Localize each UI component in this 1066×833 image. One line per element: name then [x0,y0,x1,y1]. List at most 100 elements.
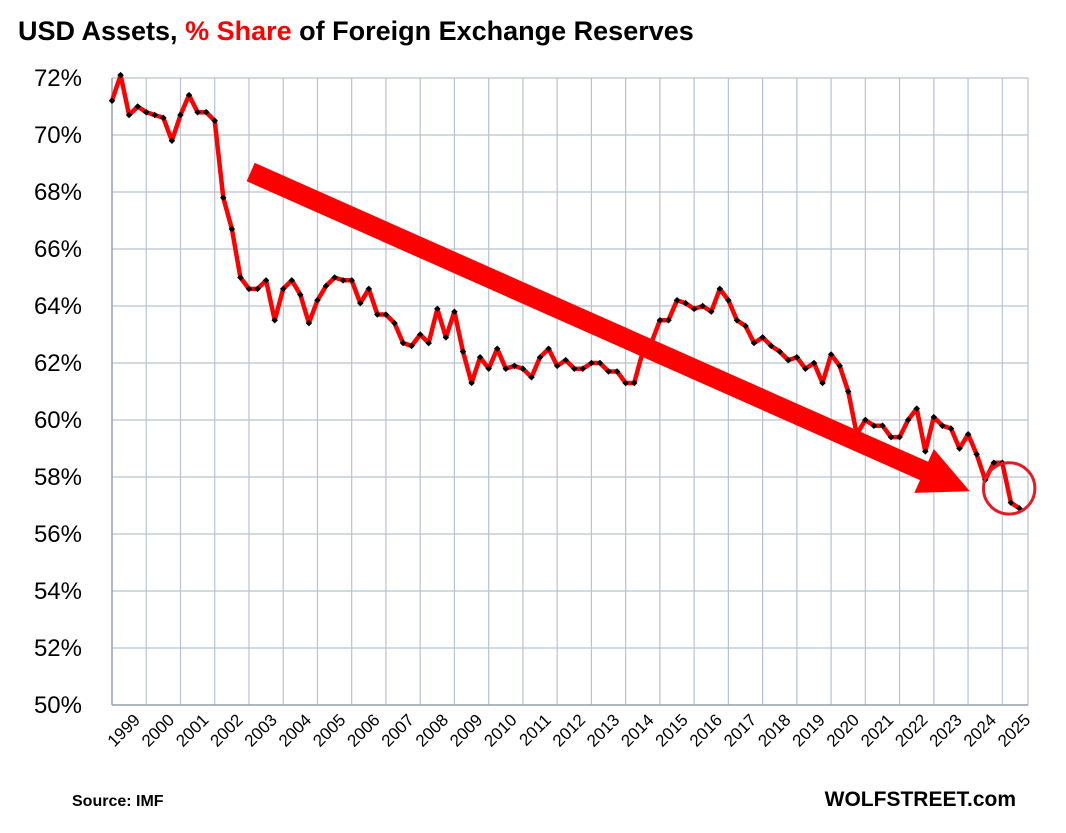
data-point [930,413,938,421]
data-point [365,285,373,293]
x-tick-label: 2010 [480,710,520,750]
data-point [827,351,835,358]
data-point [904,416,912,424]
data-point [254,285,261,293]
data-point [767,342,775,350]
x-tick-label: 2003 [241,710,281,750]
x-tick-label: 2025 [994,710,1034,750]
data-point [622,379,629,387]
data-point [297,291,304,298]
data-point [331,274,338,281]
data-point [382,311,390,318]
data-point [271,316,278,324]
data-point [339,277,347,284]
y-axis-ticks: 50% 52% 54% 56% 58% 60% 62% 64% 66% 68% 70% 72% [34,65,82,719]
y-tick-label: 66% [34,236,82,263]
data-point [442,334,450,341]
x-tick-label: 2000 [138,710,178,750]
data-point [579,365,587,372]
x-tick-label: 2016 [686,710,726,750]
x-tick-label: 2013 [583,710,623,750]
source-label: Source: IMF [72,793,164,810]
data-point [288,277,296,284]
data-point [425,339,432,347]
data-point [416,331,424,338]
chart-grid [111,77,1029,706]
chart-title: USD Assets, % Share of Foreign Exchange … [18,16,694,46]
data-point [194,108,201,116]
title-part-2: of Foreign Exchange Reserves [292,16,694,46]
data-point [973,450,980,458]
data-point [870,422,878,429]
x-tick-label: 2019 [789,710,829,750]
x-tick-label: 2020 [823,710,863,750]
highlight-circle [981,461,1037,516]
data-point [357,299,364,307]
data-point [887,433,895,441]
x-tick-label: 2008 [412,710,452,750]
data-point [391,319,398,327]
brand-label: WOLFSTREET.com [825,788,1016,811]
x-axis-ticks: 1999200020012002200320042005200620072008… [104,710,1035,750]
data-point [630,379,638,387]
x-tick-label: 2021 [857,710,897,750]
data-point [699,302,706,310]
data-point [237,274,244,281]
data-point [802,365,809,372]
data-point [708,308,715,315]
x-tick-label: 2023 [926,710,966,750]
data-point [733,317,741,324]
data-point [519,365,527,372]
x-tick-label: 2018 [754,710,794,750]
data-point [879,422,886,429]
y-tick-label: 72% [34,65,82,92]
x-tick-label: 2011 [516,710,555,749]
data-point [279,285,287,293]
data-point [862,416,869,424]
data-point [990,459,998,466]
annotation-group [246,162,1037,516]
title-part-1: % Share [185,16,292,46]
data-point [408,342,415,350]
data-point [348,277,355,284]
y-tick-label: 68% [34,179,82,206]
data-point [314,297,321,304]
data-point [913,405,920,412]
x-tick-label: 2006 [343,710,383,750]
data-point [785,356,792,364]
y-tick-label: 52% [34,635,82,662]
y-tick-label: 70% [34,122,82,149]
y-tick-label: 54% [34,578,82,605]
data-point [220,194,227,201]
data-point [682,299,689,307]
x-tick-label: 2005 [309,710,349,750]
x-tick-label: 2009 [446,710,486,750]
data-point [108,97,116,105]
x-tick-label: 2004 [275,710,315,750]
x-tick-label: 2012 [549,710,589,750]
x-tick-label: 2014 [617,710,657,750]
data-point [177,111,184,119]
y-tick-label: 50% [34,692,82,719]
x-tick-label: 2002 [206,710,246,750]
y-tick-label: 64% [34,293,82,320]
x-tick-label: 2022 [891,710,931,750]
data-point [588,359,595,367]
data-point [374,311,381,318]
data-point [262,277,270,284]
x-tick-label: 2024 [960,710,1000,750]
data-point [451,308,458,315]
data-point [459,348,467,355]
data-point [476,354,484,361]
data-point [613,368,621,375]
data-point [536,354,544,361]
data-point [665,317,672,324]
y-tick-label: 62% [34,350,82,377]
data-point [468,379,475,387]
data-point [716,285,724,293]
data-point [399,339,407,347]
x-tick-label: 1999 [104,710,144,750]
data-point [485,365,492,372]
data-point [896,433,903,441]
data-point [211,117,219,125]
